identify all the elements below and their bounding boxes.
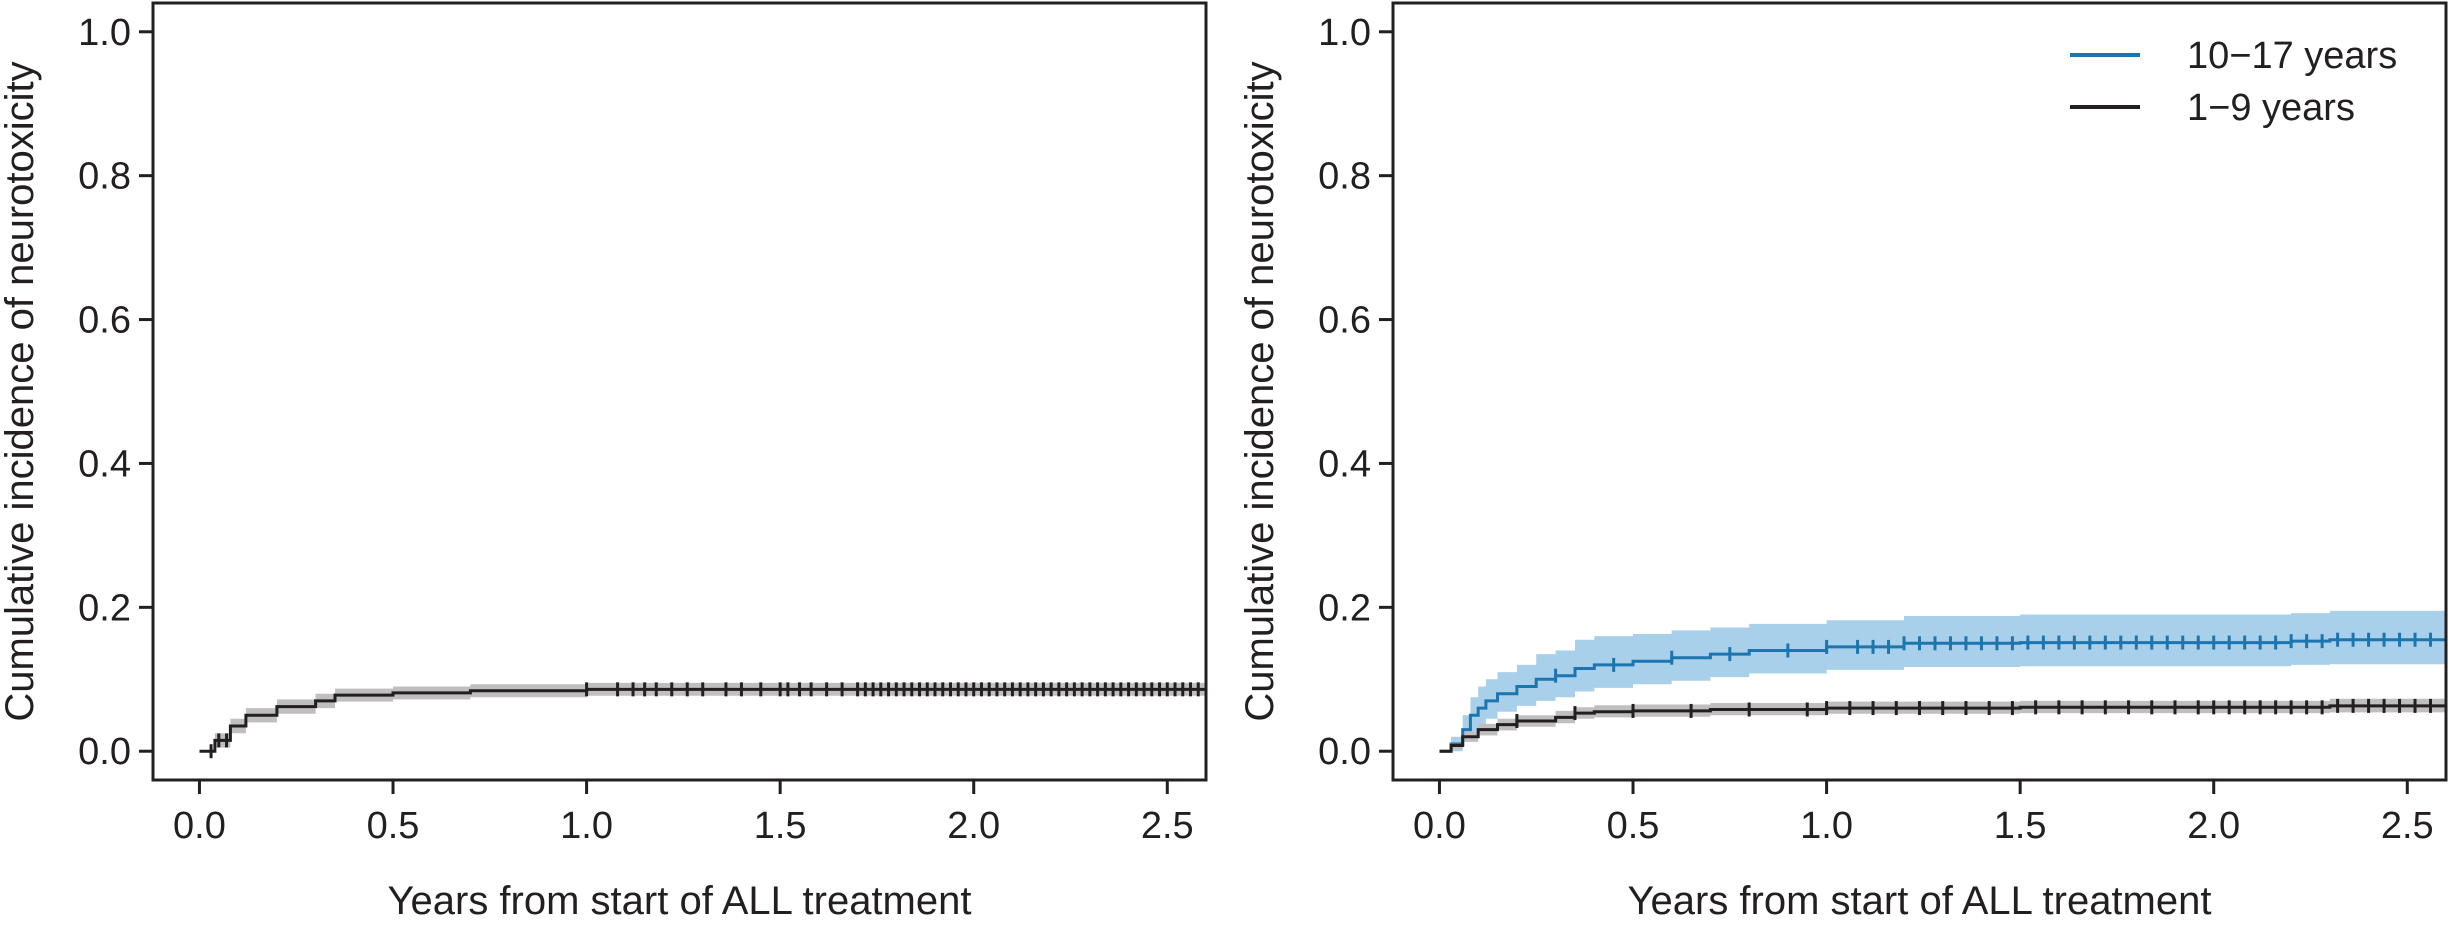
x-tick-label: 1.0 xyxy=(1800,805,1853,847)
y-tick-label: 1.0 xyxy=(78,12,131,54)
y-tick-label: 0.8 xyxy=(1318,156,1371,198)
x-tick-label: 2.5 xyxy=(2381,805,2434,847)
chart-panel-right: 0.0 0.2 0.4 0.6 0.8 1.0 0.0 0.5 1.0 1.5 2.0 2.5 Year… xyxy=(1238,1,2448,923)
y-tick-label: 1.0 xyxy=(1318,12,1371,54)
legend: 10−17 years 1−9 years xyxy=(2070,35,2397,129)
legend-label-2: 1−9 years xyxy=(2187,87,2355,129)
y-axis-label: Cumulative incidence of neurotoxicity xyxy=(0,61,42,721)
y-tick-label: 0.8 xyxy=(78,156,131,198)
x-axis-label: Years from start of ALL treatment xyxy=(1628,879,2212,923)
legend-label-1: 10−17 years xyxy=(2187,35,2397,77)
x-tick-label: 1.5 xyxy=(1994,805,2047,847)
x-tick-label: 2.0 xyxy=(947,805,1000,847)
x-tick-label: 0.5 xyxy=(367,805,420,847)
y-tick-label: 0.0 xyxy=(1318,731,1371,773)
y-axis-label: Cumulative incidence of neurotoxicity xyxy=(1238,61,1282,721)
x-tick-label: 0.0 xyxy=(1413,805,1466,847)
chart-panel-left: 0.0 0.2 0.4 0.6 0.8 1.0 0.0 0.5 1.0 1.5 2.0 2.5 Year… xyxy=(0,1,1208,923)
x-tick-label: 1.0 xyxy=(560,805,613,847)
x-tick-label: 2.5 xyxy=(1141,805,1194,847)
y-tick-label: 0.4 xyxy=(78,443,131,485)
x-axis-label: Years from start of ALL treatment xyxy=(388,879,972,923)
y-tick-label: 0.2 xyxy=(1318,587,1371,629)
y-tick-label: 0.0 xyxy=(78,731,131,773)
y-tick-label: 0.6 xyxy=(1318,300,1371,342)
plot-frame xyxy=(1391,1,2448,782)
x-tick-label: 1.5 xyxy=(754,805,807,847)
x-tick-label: 0.5 xyxy=(1607,805,1660,847)
confidence-band-1 xyxy=(1439,610,2446,752)
y-tick-label: 0.2 xyxy=(78,587,131,629)
series-line-1 xyxy=(1439,638,2446,753)
plot-frame xyxy=(151,1,1208,782)
x-tick-label: 0.0 xyxy=(173,805,226,847)
y-tick-label: 0.6 xyxy=(78,300,131,342)
x-tick-label: 2.0 xyxy=(2187,805,2240,847)
y-tick-label: 0.4 xyxy=(1318,443,1371,485)
